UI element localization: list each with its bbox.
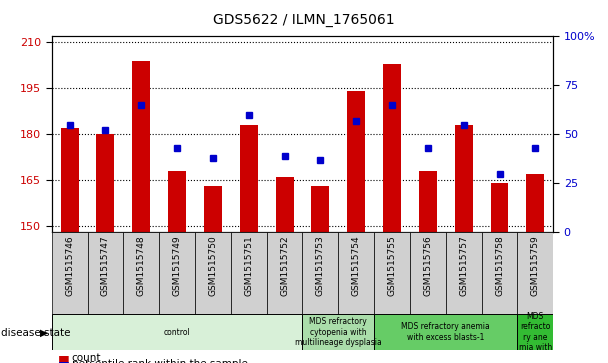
Text: GSM1515756: GSM1515756: [423, 235, 432, 296]
Text: MDS refractory anemia
with excess blasts-1: MDS refractory anemia with excess blasts…: [401, 322, 490, 342]
Text: ▶: ▶: [40, 328, 48, 338]
Text: GSM1515749: GSM1515749: [173, 235, 182, 295]
Text: GSM1515751: GSM1515751: [244, 235, 254, 296]
Bar: [302, 314, 374, 350]
Bar: [231, 232, 267, 321]
Text: GSM1515752: GSM1515752: [280, 235, 289, 295]
Bar: [267, 232, 302, 321]
Bar: [123, 232, 159, 321]
Bar: [195, 232, 231, 321]
Text: GSM1515750: GSM1515750: [209, 235, 218, 296]
Bar: [419, 171, 437, 232]
Bar: [168, 171, 186, 232]
Text: GSM1515755: GSM1515755: [387, 235, 396, 296]
Bar: [97, 134, 114, 232]
Bar: [240, 125, 258, 232]
Bar: [455, 125, 472, 232]
Bar: [491, 183, 508, 232]
Text: ■: ■: [58, 359, 69, 363]
Text: percentile rank within the sample: percentile rank within the sample: [72, 359, 247, 363]
Bar: [374, 232, 410, 321]
Text: MDS
refracto
ry ane
mia with: MDS refracto ry ane mia with: [519, 312, 552, 352]
Text: GDS5622 / ILMN_1765061: GDS5622 / ILMN_1765061: [213, 13, 395, 27]
Bar: [338, 232, 374, 321]
Bar: [446, 232, 482, 321]
Bar: [527, 174, 544, 232]
Text: GSM1515748: GSM1515748: [137, 235, 146, 295]
Text: GSM1515757: GSM1515757: [459, 235, 468, 296]
Text: GSM1515759: GSM1515759: [531, 235, 540, 296]
Text: count: count: [72, 353, 102, 363]
Bar: [204, 186, 222, 232]
Bar: [482, 232, 517, 321]
Text: GSM1515753: GSM1515753: [316, 235, 325, 296]
Bar: [383, 64, 401, 232]
Bar: [88, 232, 123, 321]
Text: disease state: disease state: [1, 328, 70, 338]
Bar: [517, 232, 553, 321]
Text: GSM1515754: GSM1515754: [351, 235, 361, 295]
Bar: [347, 91, 365, 232]
Bar: [61, 128, 78, 232]
Text: GSM1515746: GSM1515746: [65, 235, 74, 295]
Bar: [374, 314, 517, 350]
Bar: [275, 177, 294, 232]
Text: GSM1515747: GSM1515747: [101, 235, 110, 295]
Text: GSM1515758: GSM1515758: [495, 235, 504, 296]
Bar: [311, 186, 330, 232]
Bar: [517, 314, 553, 350]
Bar: [410, 232, 446, 321]
Bar: [52, 232, 88, 321]
Bar: [159, 232, 195, 321]
Text: control: control: [164, 328, 190, 337]
Bar: [302, 232, 338, 321]
Text: MDS refractory
cytopenia with
multilineage dysplasia: MDS refractory cytopenia with multilinea…: [295, 317, 382, 347]
Text: ■: ■: [58, 353, 69, 363]
Bar: [133, 61, 150, 232]
Bar: [52, 314, 302, 350]
